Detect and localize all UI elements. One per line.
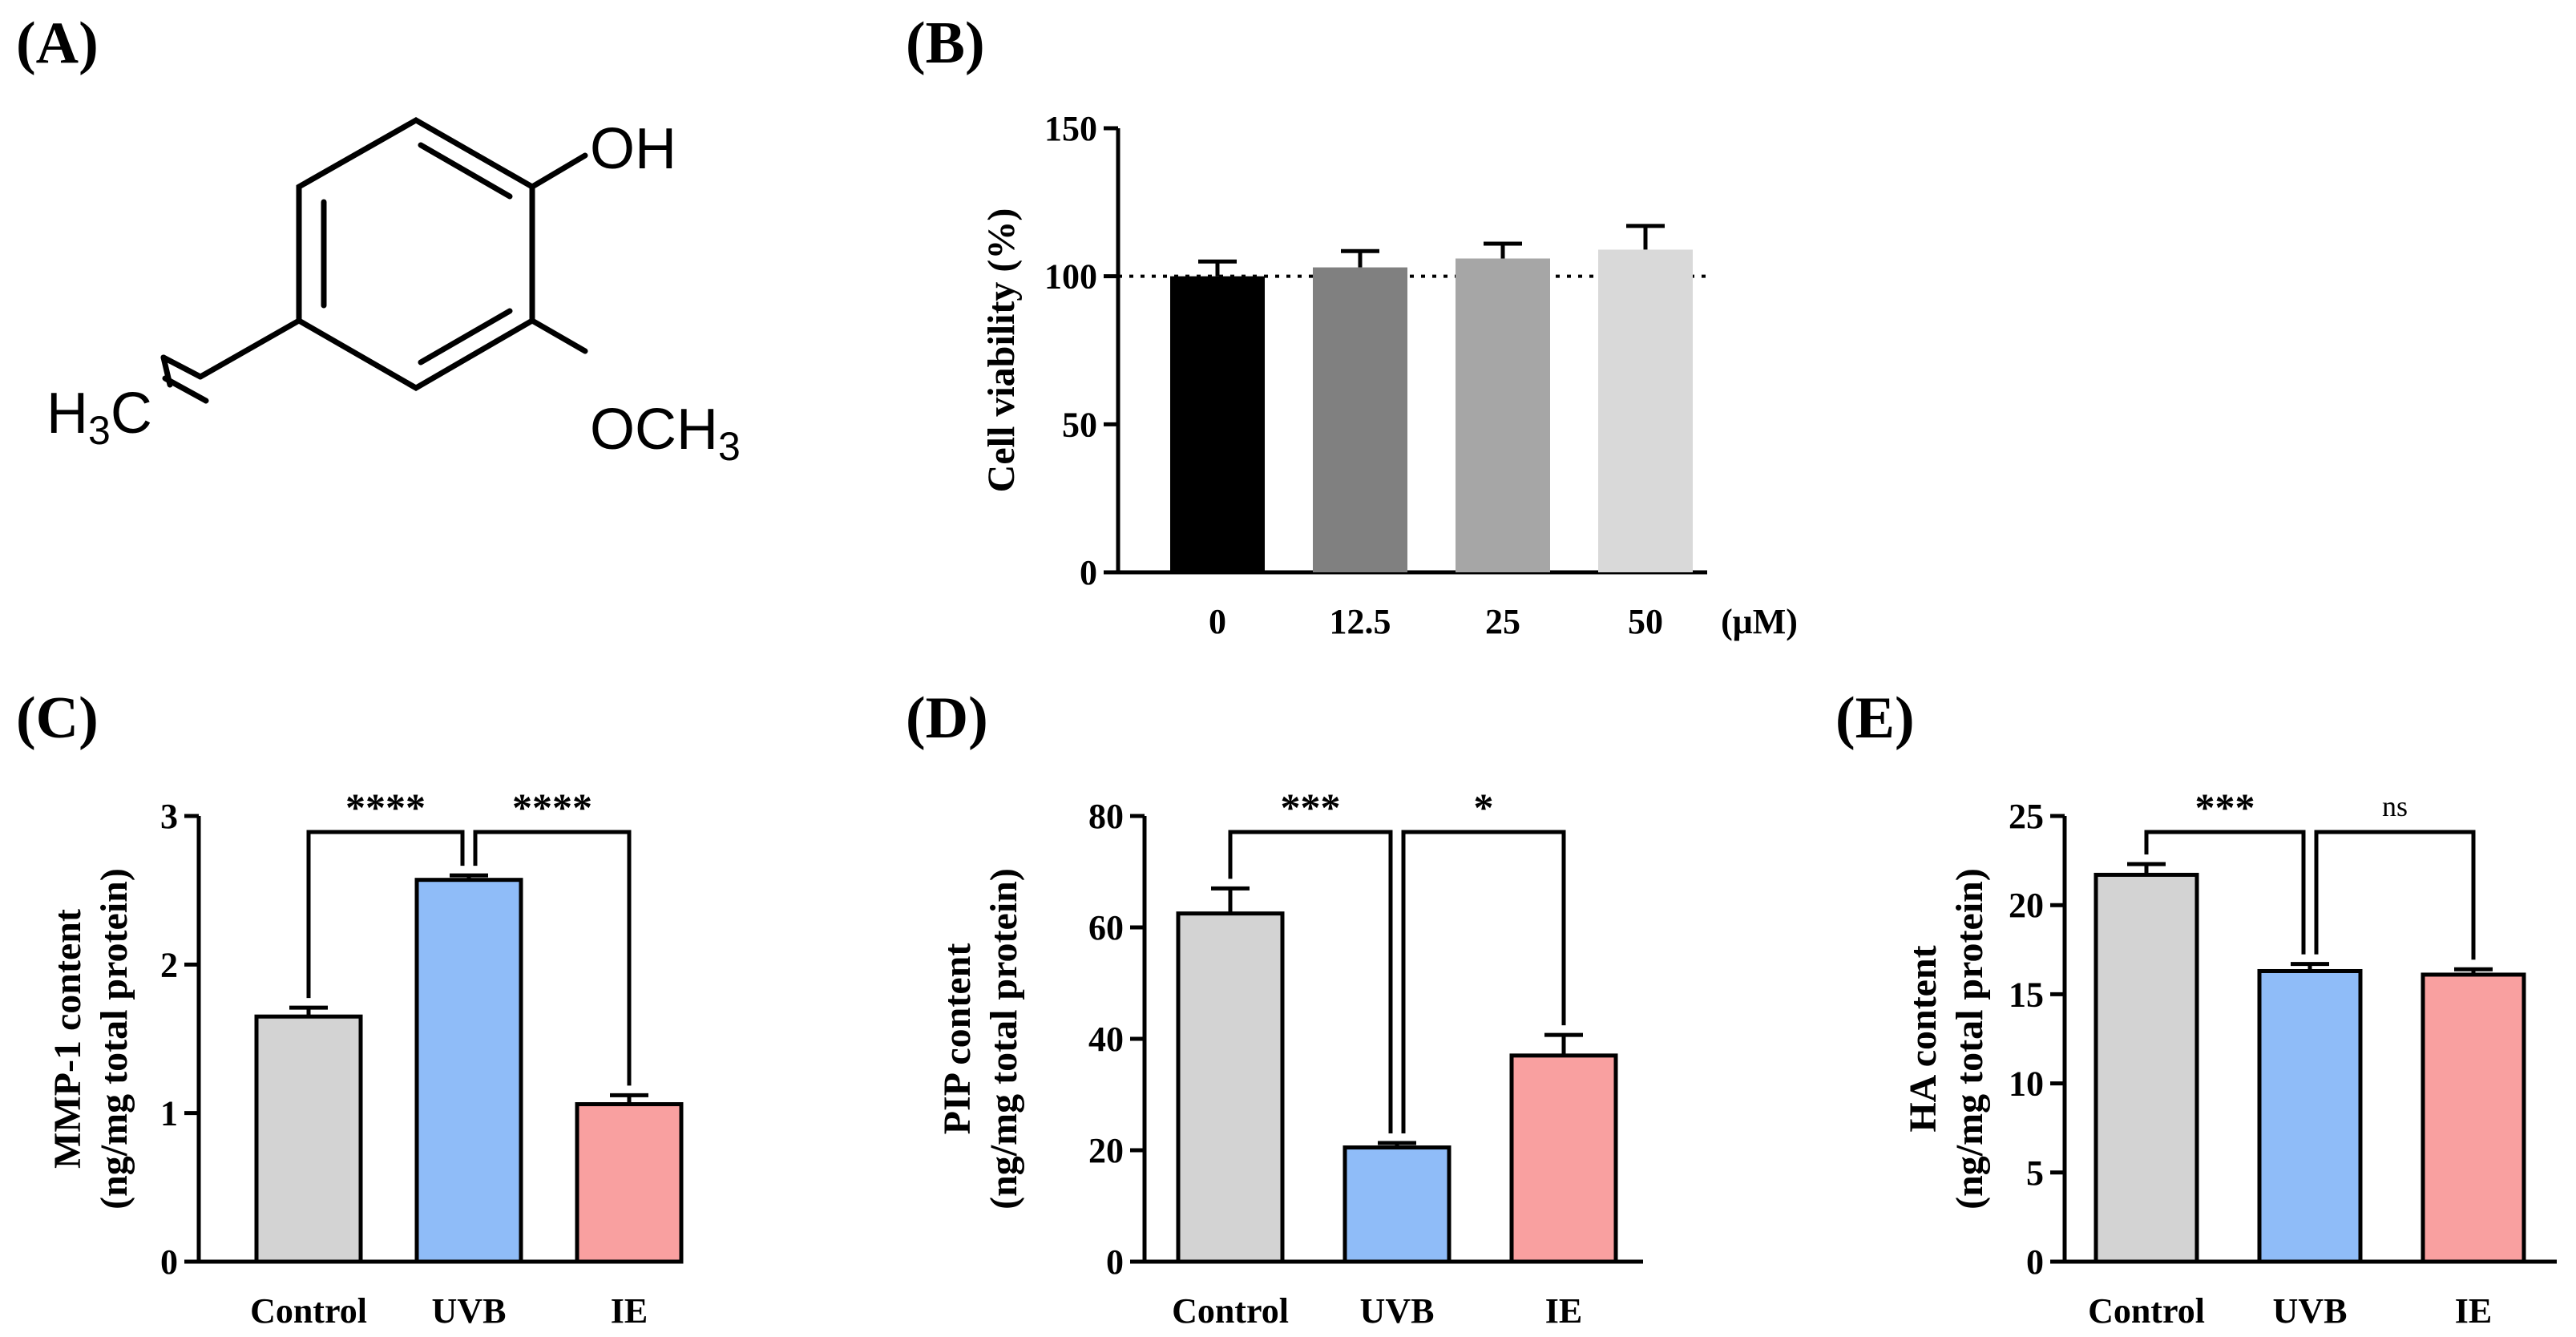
chart-d-pip: 0 20 40 60 80 Control UVB IE PIP content (ng/mg t… xyxy=(936,785,1643,1331)
y-tick-label: 2 xyxy=(160,945,178,984)
x-tick-label: IE xyxy=(611,1291,648,1331)
bar-uvb xyxy=(1343,1145,1452,1264)
chemical-structure xyxy=(160,116,588,404)
bar-control xyxy=(254,1014,363,1264)
oh-bond xyxy=(529,152,588,190)
bar-ie xyxy=(575,1102,684,1264)
y-axis-label: HA content xyxy=(1902,945,1944,1132)
x-tick-label: Control xyxy=(1172,1291,1289,1331)
chart-e-ha: 0 5 10 15 20 25 Control UVB IE HA content (ng/mg t… xyxy=(1902,785,2557,1331)
x-tick-label: 50 xyxy=(1628,602,1663,641)
och3-bond xyxy=(529,317,588,354)
significance-bracket xyxy=(2144,830,2306,955)
y-tick-label: 0 xyxy=(160,1242,178,1282)
bar-control xyxy=(1176,911,1285,1264)
x-tick-label: UVB xyxy=(432,1291,507,1331)
significance-bracket xyxy=(1228,830,1393,1133)
bar-50 xyxy=(1598,249,1693,572)
panel-label-b: (B) xyxy=(906,10,985,76)
y-axis-label-units: (ng/mg total protein) xyxy=(1948,868,1991,1210)
x-tick-label: 25 xyxy=(1485,602,1520,641)
och3-label: OCH3 xyxy=(590,398,741,469)
y-tick-label: 3 xyxy=(160,797,178,836)
x-axis-units: (μM) xyxy=(1721,602,1798,641)
x-tick-label: 0 xyxy=(1209,602,1226,641)
y-axis-label: Cell viability (%) xyxy=(980,208,1023,493)
significance-label: *** xyxy=(2195,785,2255,830)
y-tick-label: 25 xyxy=(2009,797,2044,836)
chain-bond-1 xyxy=(197,317,302,380)
bar-uvb xyxy=(2257,968,2363,1264)
y-tick-label: 10 xyxy=(2009,1064,2044,1104)
bar-25 xyxy=(1456,258,1550,572)
x-tick-label: Control xyxy=(250,1291,367,1331)
y-tick-label: 5 xyxy=(2026,1153,2044,1193)
y-tick-label: 20 xyxy=(1088,1131,1124,1170)
bar-ie xyxy=(2421,972,2526,1264)
significance-label: **** xyxy=(345,785,426,830)
y-axis-label-units: (ng/mg total protein) xyxy=(983,868,1025,1210)
oh-label: OH xyxy=(590,117,676,181)
significance-label: *** xyxy=(1281,785,1341,830)
panel-label-a: (A) xyxy=(16,10,99,76)
y-tick-label: 80 xyxy=(1088,797,1124,836)
chain-bond-2 xyxy=(160,354,173,388)
significance-bracket xyxy=(306,830,465,999)
y-tick-label: 50 xyxy=(1062,405,1097,444)
chart-c-mmp1: 0 1 2 3 Control UVB IE MMP-1 content (ng/mg tota… xyxy=(46,785,684,1331)
significance-bracket xyxy=(1401,830,1566,1133)
significance-bracket xyxy=(2314,830,2476,960)
ring-double-bond-2 xyxy=(418,142,513,200)
x-tick-label: UVB xyxy=(1360,1291,1435,1331)
y-axis-label: MMP-1 content xyxy=(46,909,89,1169)
y-tick-label: 0 xyxy=(2026,1242,2044,1282)
significance-bracket xyxy=(473,830,632,1086)
y-tick-label: 0 xyxy=(1080,553,1097,592)
x-tick-label: Control xyxy=(2088,1291,2205,1331)
panel-label-c: (C) xyxy=(16,685,99,751)
y-axis-label-units: (ng/mg total protein) xyxy=(93,868,135,1210)
bar-control xyxy=(2094,872,2199,1264)
y-tick-label: 0 xyxy=(1106,1242,1124,1282)
significance-label: **** xyxy=(512,785,592,830)
significance-label: ns xyxy=(2382,790,2408,822)
bar-ie xyxy=(1509,1053,1618,1264)
x-tick-label: IE xyxy=(1545,1291,1582,1331)
y-tick-label: 20 xyxy=(2009,886,2044,925)
y-tick-label: 150 xyxy=(1044,109,1097,148)
panel-label-d: (D) xyxy=(906,685,988,751)
h3c-label: H3C xyxy=(46,382,152,453)
x-tick-label: IE xyxy=(2455,1291,2492,1331)
bar-12-5 xyxy=(1313,267,1407,572)
y-tick-label: 40 xyxy=(1088,1020,1124,1059)
ring-double-bond-3 xyxy=(418,308,513,366)
benzene-ring xyxy=(296,116,535,392)
significance-label: * xyxy=(1474,785,1494,830)
chart-b-cell-viability: 0 50 100 150 0 12.5 25 50 (μM) Cell viability (%) xyxy=(980,109,1798,641)
y-tick-label: 100 xyxy=(1044,257,1097,297)
chain-double-bond-a xyxy=(160,354,204,380)
bar-uvb xyxy=(414,878,523,1264)
y-tick-label: 60 xyxy=(1088,908,1124,947)
y-tick-label: 1 xyxy=(160,1094,178,1133)
y-axis-label: PIP content xyxy=(936,943,979,1135)
x-tick-label: 12.5 xyxy=(1330,602,1391,641)
panel-label-e: (E) xyxy=(1835,685,1915,751)
y-tick-label: 15 xyxy=(2009,975,2044,1014)
bar-0 xyxy=(1170,276,1265,572)
x-tick-label: UVB xyxy=(2273,1291,2348,1331)
